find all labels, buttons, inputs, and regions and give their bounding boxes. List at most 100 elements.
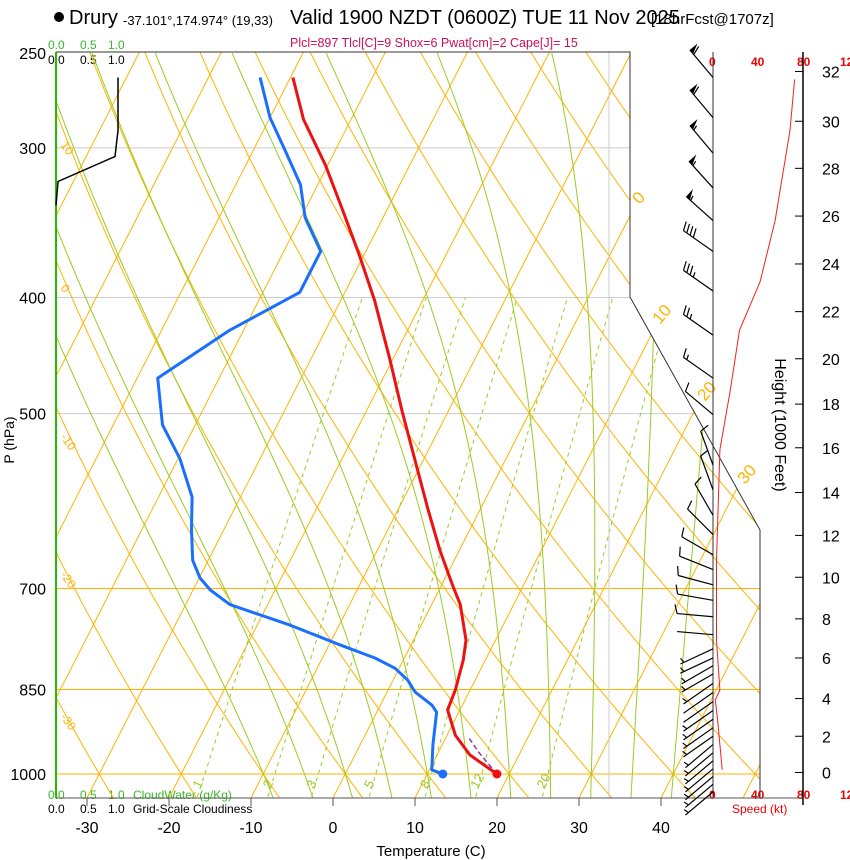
forecast-info: [18hrFcst@1707z] xyxy=(651,11,774,28)
mixing-ratio-line xyxy=(308,297,466,798)
mixing-ratio-label: 12 xyxy=(467,771,487,791)
barb-staff xyxy=(687,508,714,535)
speed-tick-bottom-0: 0 xyxy=(709,788,716,802)
barb-feather xyxy=(681,527,685,537)
moist-adiabat-line xyxy=(91,52,394,798)
wind-barb xyxy=(677,630,714,636)
height-tick-label: 32 xyxy=(822,65,840,82)
isotherm-label: 20 xyxy=(694,378,721,405)
wind-barb xyxy=(679,546,714,571)
height-tick-label: 8 xyxy=(822,612,831,629)
cloudiness-tick-top-1: 0.5 xyxy=(80,53,97,67)
wind-speed-line xyxy=(714,79,796,770)
wind-barb xyxy=(694,476,714,516)
barb-feather xyxy=(686,263,691,273)
parcel-line xyxy=(467,735,498,775)
mixing-ratio-line xyxy=(265,297,427,798)
height-tick-label: 4 xyxy=(822,692,831,709)
stability-indices: Plcl=897 Tlcl[C]=9 Shox=6 Pwat[cm]=2 Cap… xyxy=(290,36,578,50)
mixing-ratio-line xyxy=(422,297,568,798)
isotherm-line xyxy=(329,52,725,798)
barb-half-feather xyxy=(689,313,693,320)
cloudiness-label: Grid-Scale Cloudiness xyxy=(133,802,253,816)
isotherm-line xyxy=(493,52,760,798)
barb-half-feather xyxy=(681,677,686,683)
barb-feather xyxy=(694,476,702,485)
height-tick-label: 10 xyxy=(822,570,840,587)
surface-temperature-point xyxy=(492,769,502,779)
wind-barb xyxy=(683,776,714,801)
barb-half-feather xyxy=(683,809,689,813)
cloudwater-tick-top-2: 1.0 xyxy=(108,38,125,52)
dry-adiabat-line xyxy=(299,52,760,798)
isotherm-line xyxy=(739,52,760,798)
barb-feather xyxy=(674,604,678,614)
barb-half-feather xyxy=(683,801,689,806)
dry-adiabat-line xyxy=(408,52,760,798)
barb-feather xyxy=(689,226,694,236)
wind-barb xyxy=(687,500,714,535)
x-tick-label: 10 xyxy=(406,820,424,837)
wind-barb xyxy=(685,189,714,222)
pressure-tick-label: 700 xyxy=(19,582,46,599)
barb-feather xyxy=(675,584,679,595)
barb-half-feather xyxy=(681,685,686,691)
barb-staff xyxy=(683,735,714,758)
dry-adiabat-line xyxy=(626,52,760,798)
x-tick-label: 30 xyxy=(570,820,588,837)
wind-barb xyxy=(681,527,714,556)
location-coords: -37.101°,174.974° (19,33) xyxy=(123,13,273,28)
dry-adiabat-line xyxy=(190,52,702,798)
barb-staff xyxy=(694,483,714,516)
barb-staff xyxy=(679,555,714,571)
isotherm-label: 0 xyxy=(629,188,650,207)
mixing-ratio-line xyxy=(540,297,673,798)
dry-adiabat-line xyxy=(245,52,760,798)
pressure-tick-label: 1000 xyxy=(10,767,46,784)
wind-barb xyxy=(675,584,714,601)
dry-adiabat-line xyxy=(463,52,760,798)
x-axis-title: Temperature (C) xyxy=(376,843,485,860)
barb-feather xyxy=(682,261,687,271)
barb-feather xyxy=(682,305,687,315)
barb-feather xyxy=(693,86,700,95)
adiabat-label: 0 xyxy=(58,282,73,296)
isotherm-line xyxy=(56,52,397,798)
pressure-tick-label: 400 xyxy=(19,291,46,308)
height-tick-label: 0 xyxy=(822,765,831,782)
wind-barb xyxy=(683,752,714,777)
moist-adiabat-line xyxy=(325,52,512,798)
height-tick-label: 20 xyxy=(822,352,840,369)
barb-staff xyxy=(680,648,714,665)
barb-feather xyxy=(682,221,687,231)
height-tick-label: 2 xyxy=(822,729,831,746)
barb-half-feather xyxy=(682,725,688,730)
barb-half-feather xyxy=(683,785,689,790)
isotherm-line xyxy=(165,52,561,798)
isotherm-label: 10 xyxy=(649,301,676,328)
barb-half-feather xyxy=(683,778,689,782)
barb-staff xyxy=(677,593,714,601)
wind-barb xyxy=(681,673,714,693)
wind-barb xyxy=(681,665,714,685)
barb-feather xyxy=(686,307,691,317)
wind-barb xyxy=(682,735,714,758)
wind-barb xyxy=(682,305,714,336)
adiabat-label: -30 xyxy=(58,711,80,734)
barb-half-feather xyxy=(682,733,688,739)
barb-staff xyxy=(683,718,714,741)
barb-staff xyxy=(678,574,714,586)
barb-half-feather xyxy=(682,742,688,747)
barb-staff xyxy=(681,536,714,556)
isotherm-line xyxy=(83,52,479,798)
barb-staff xyxy=(685,760,714,785)
mixing-ratio-label: 20 xyxy=(534,771,554,791)
wind-barb xyxy=(683,744,714,769)
barb-staff xyxy=(683,269,714,292)
wind-barb xyxy=(682,727,714,749)
barb-staff xyxy=(681,673,714,693)
barb-pennant xyxy=(689,83,698,94)
x-tick-label: -10 xyxy=(239,820,262,837)
wind-barb xyxy=(682,709,714,732)
